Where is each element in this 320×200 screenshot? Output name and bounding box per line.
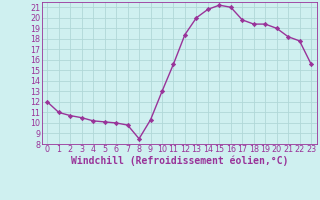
X-axis label: Windchill (Refroidissement éolien,°C): Windchill (Refroidissement éolien,°C)	[70, 156, 288, 166]
